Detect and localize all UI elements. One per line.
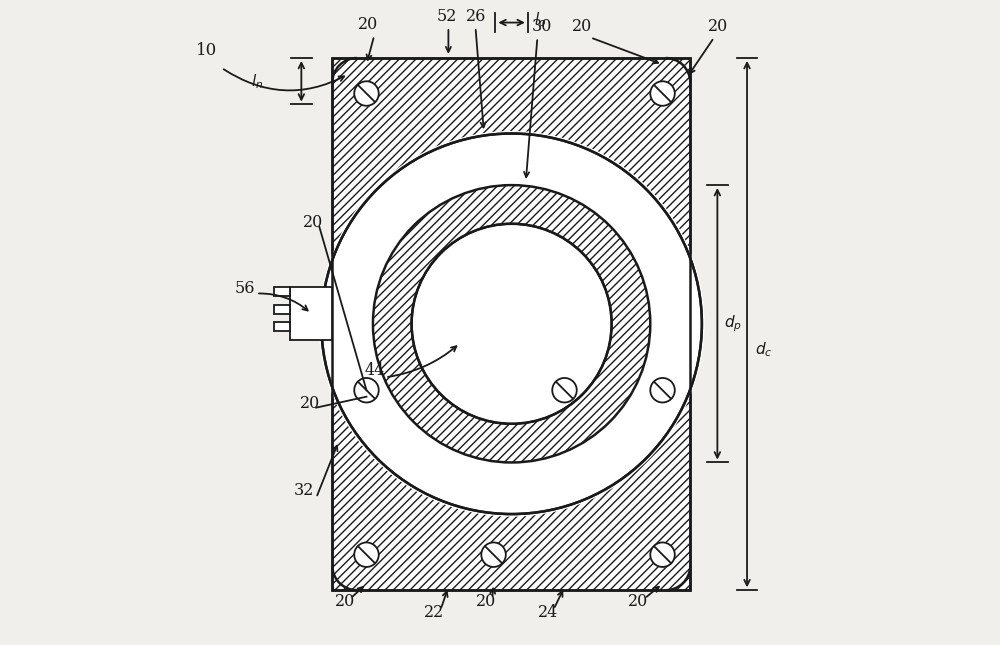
Bar <box>332 58 690 590</box>
Text: 20: 20 <box>708 18 728 35</box>
Text: $d_p$: $d_p$ <box>724 313 742 334</box>
Bar <box>274 322 290 331</box>
Circle shape <box>354 81 379 106</box>
Text: 24: 24 <box>538 604 558 621</box>
Text: 52: 52 <box>437 8 457 25</box>
Text: 26: 26 <box>466 8 486 25</box>
Text: 44: 44 <box>365 362 385 379</box>
Bar <box>274 304 290 313</box>
Text: $l_o$: $l_o$ <box>534 10 546 28</box>
Circle shape <box>372 184 652 464</box>
Circle shape <box>650 542 675 567</box>
Bar <box>332 58 690 590</box>
Bar <box>290 287 332 340</box>
Text: 10: 10 <box>196 42 217 59</box>
Text: $l_n$: $l_n$ <box>251 72 263 90</box>
Text: 20: 20 <box>335 593 355 610</box>
Bar <box>274 287 290 296</box>
Circle shape <box>319 131 704 517</box>
Text: 20: 20 <box>300 395 320 412</box>
Text: 20: 20 <box>358 16 378 33</box>
Text: 56: 56 <box>234 281 255 297</box>
Text: 20: 20 <box>628 593 648 610</box>
Circle shape <box>354 542 379 567</box>
Circle shape <box>481 542 506 567</box>
Text: 22: 22 <box>424 604 444 621</box>
Circle shape <box>413 225 610 422</box>
Circle shape <box>650 81 675 106</box>
Circle shape <box>650 378 675 402</box>
Text: $d_c$: $d_c$ <box>755 341 772 359</box>
Text: 32: 32 <box>294 482 314 499</box>
Circle shape <box>354 378 379 402</box>
Text: 30: 30 <box>532 18 552 35</box>
Text: 20: 20 <box>476 593 496 610</box>
Text: 20: 20 <box>303 214 324 231</box>
Circle shape <box>552 378 577 402</box>
Bar <box>332 58 690 590</box>
Text: 20: 20 <box>572 18 593 35</box>
